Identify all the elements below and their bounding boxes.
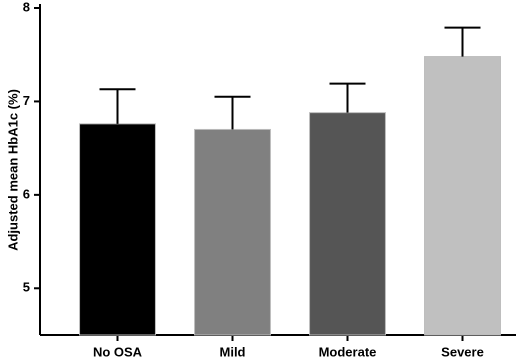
bar <box>194 128 271 336</box>
x-tick-label: Moderate <box>319 344 377 359</box>
bar <box>309 112 386 336</box>
y-tick-label: 8 <box>23 0 30 14</box>
y-tick-label: 7 <box>23 93 30 108</box>
y-axis-label: Adjusted mean HbA1c (%) <box>5 89 20 251</box>
x-tick-label: No OSA <box>93 344 143 359</box>
x-tick-label: Severe <box>441 344 484 359</box>
bar <box>424 56 501 336</box>
y-tick-label: 6 <box>23 186 30 201</box>
x-tick-label: Mild <box>220 344 246 359</box>
bar <box>79 123 156 336</box>
y-tick-label: 5 <box>23 280 30 295</box>
